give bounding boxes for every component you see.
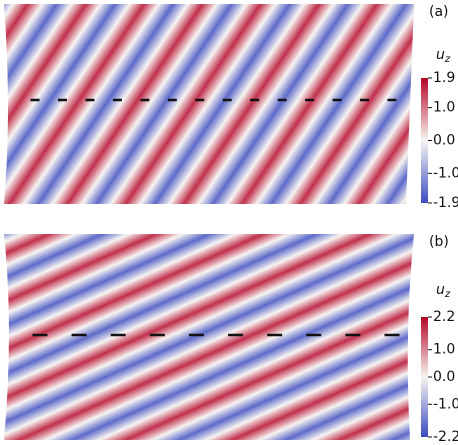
field-wash	[4, 234, 414, 440]
colorbar-label: uz	[436, 282, 451, 300]
colorbar-label-sub: z	[444, 54, 451, 65]
colorbar-tick-label: 1.0	[433, 342, 455, 358]
colorbar-tick-label: 1.9	[433, 70, 455, 86]
field-panel	[4, 234, 414, 440]
colorbar-tick-label: 1.0	[433, 100, 455, 116]
colorbar-label: uz	[436, 47, 451, 65]
colorbar-tick-label: 2.2	[433, 309, 455, 325]
colorbar-tick-label: -1.9	[433, 195, 458, 211]
colorbar-tick-label: 0.0	[433, 133, 455, 149]
colorbar-tick-label: -1.0	[433, 396, 458, 412]
field-panel	[4, 4, 414, 204]
field-wash	[4, 4, 414, 204]
colorbar	[421, 317, 428, 437]
colorbar-tick-label: -1.0	[433, 165, 458, 181]
panel-label: (b)	[429, 234, 449, 250]
colorbar-tick-label: 0.0	[433, 369, 455, 385]
panel-label: (a)	[429, 4, 449, 20]
colorbar-label-sub: z	[444, 289, 451, 300]
colorbar-label-main: u	[436, 47, 445, 63]
colorbar-label-main: u	[436, 282, 445, 298]
colorbar-tick-label: -2.2	[433, 429, 458, 445]
colorbar	[421, 78, 428, 203]
